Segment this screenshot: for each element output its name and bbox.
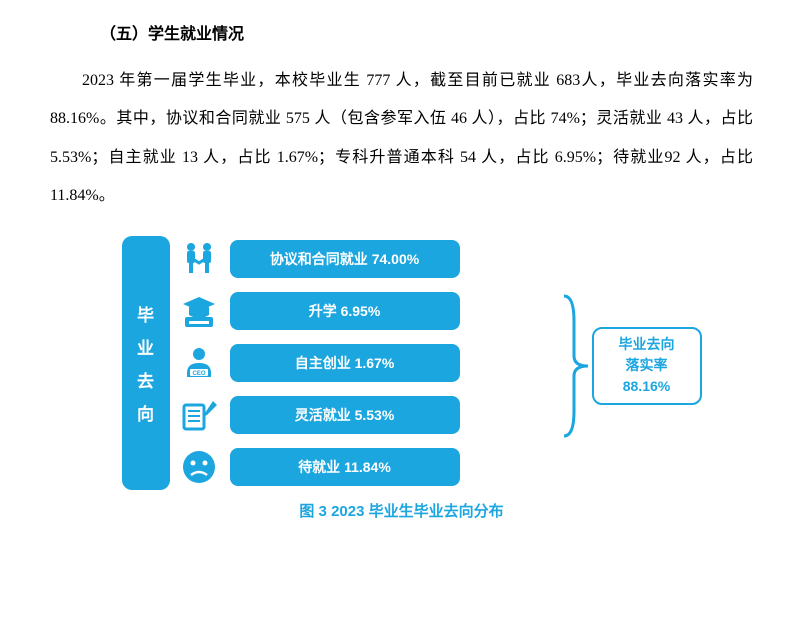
bar-pill: 协议和合同就业 74.00%: [230, 240, 460, 278]
gradcap-icon: [178, 290, 220, 332]
ceo-icon: CEO: [178, 342, 220, 384]
summary-line3: 88.16%: [623, 376, 670, 397]
bar-pill: 自主创业 1.67%: [230, 344, 460, 382]
pillar-char: 去: [137, 367, 154, 392]
employment-diagram: 毕业去向 协议和合同就业 74.00% 升学 6.95% CEO 自主创业 1.67%…: [122, 236, 682, 521]
summary-box: 毕业去向 落实率 88.16%: [592, 327, 702, 405]
summary-line2: 落实率: [626, 355, 668, 376]
svg-text:CEO: CEO: [192, 371, 205, 377]
pencil-icon: [178, 394, 220, 436]
section-heading: （五）学生就业情况: [100, 20, 753, 44]
left-pillar: 毕业去向: [122, 236, 170, 490]
figure-caption: 图 3 2023 毕业生毕业去向分布: [122, 500, 682, 521]
pillar-char: 向: [137, 400, 154, 425]
sadface-icon: [178, 446, 220, 488]
summary-wrap: 毕业去向 落实率 88.16%: [562, 291, 702, 441]
pillar-char: 毕: [137, 301, 154, 326]
pillar-char: 业: [137, 334, 154, 359]
bar-pill: 灵活就业 5.53%: [230, 396, 460, 434]
bracket-icon: [562, 291, 592, 441]
bar-pill: 升学 6.95%: [230, 292, 460, 330]
summary-line1: 毕业去向: [619, 334, 675, 355]
bar-pill: 待就业 11.84%: [230, 448, 460, 486]
body-paragraph: 2023 年第一届学生毕业，本校毕业生 777 人，截至目前已就业 683人，毕…: [50, 62, 753, 216]
handshake-icon: [178, 238, 220, 280]
bar-row: 协议和合同就业 74.00%: [178, 236, 682, 282]
bar-row: 待就业 11.84%: [178, 444, 682, 490]
